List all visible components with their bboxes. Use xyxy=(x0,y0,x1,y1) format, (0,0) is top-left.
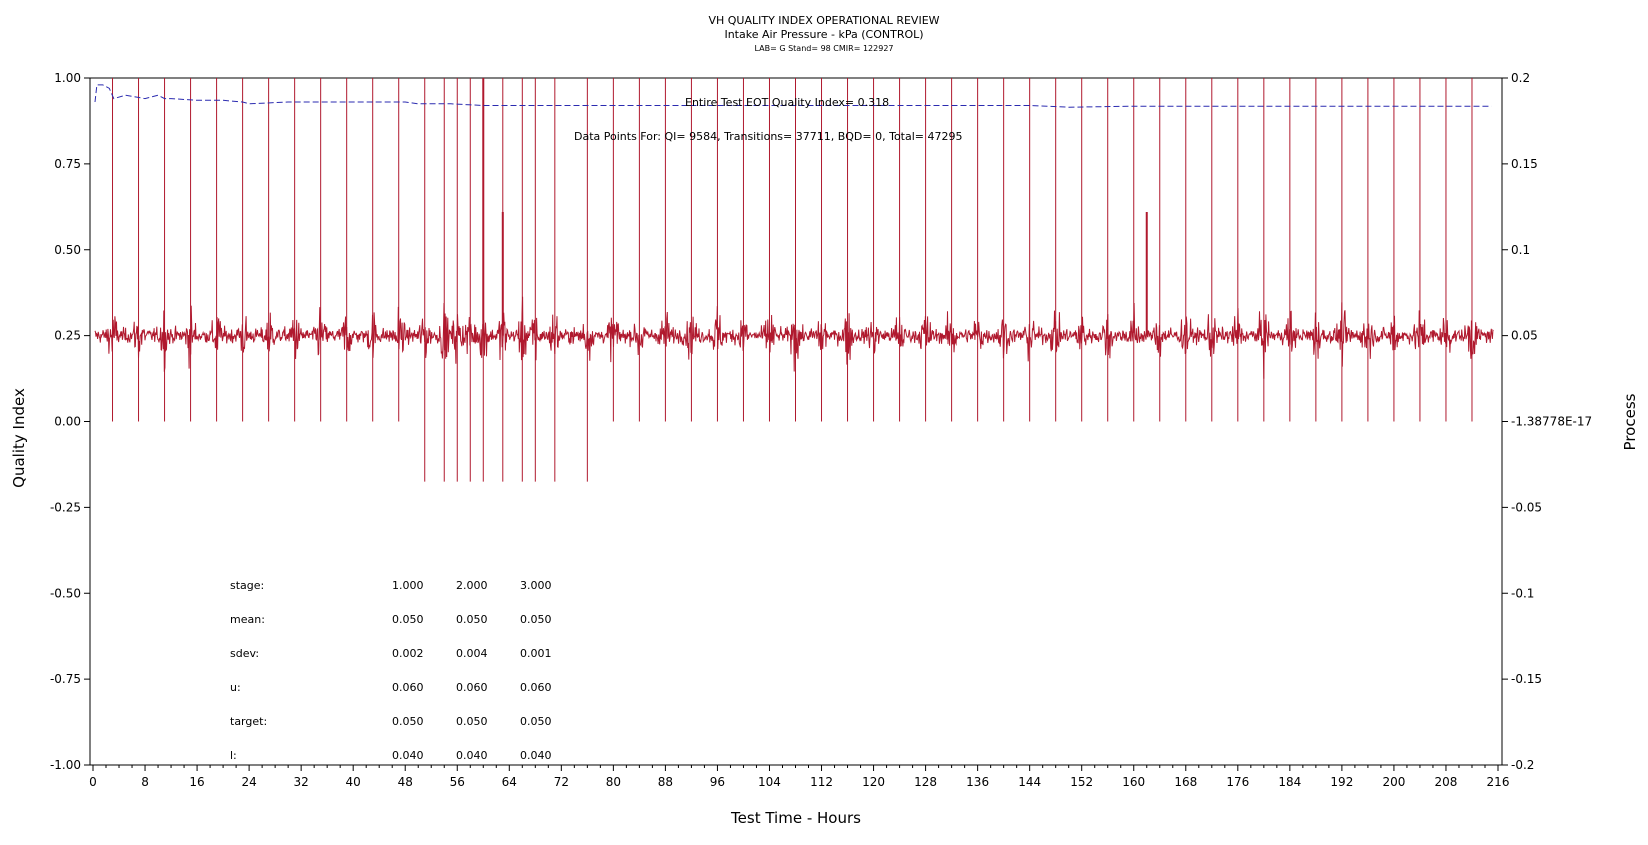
stats-cell: 0.050 xyxy=(392,613,424,626)
x-tick-label: 112 xyxy=(810,775,833,789)
x-tick-label: 24 xyxy=(241,775,256,789)
stats-cell: 2.000 xyxy=(456,579,488,592)
y2-tick-label: 0.2 xyxy=(1511,71,1530,85)
stats-cell: 0.050 xyxy=(456,715,488,728)
y2-tick-label: -0.15 xyxy=(1511,672,1542,686)
y-tick-label: -0.75 xyxy=(50,672,81,686)
x-tick-label: 72 xyxy=(554,775,569,789)
y2-tick-label: -0.1 xyxy=(1511,586,1534,600)
stats-table: stage: 1.000 2.000 3.000 mean: 0.050 0.050 0.05… xyxy=(230,579,552,762)
y2-tick-label: 0.1 xyxy=(1511,243,1530,257)
y-axis-label: Quality Index xyxy=(10,388,28,488)
x-tick-label: 184 xyxy=(1278,775,1301,789)
x-tick-label: 192 xyxy=(1330,775,1353,789)
stats-cell: 0.002 xyxy=(392,647,424,660)
x-tick-label: 152 xyxy=(1070,775,1093,789)
chart-subtitle: Intake Air Pressure - kPa (CONTROL) xyxy=(724,28,923,41)
x-axis-label: Test Time - Hours xyxy=(730,809,861,827)
y-tick-label: 0.00 xyxy=(54,415,81,429)
y2-axis-label: Process xyxy=(1621,393,1639,450)
x-tick-label: 200 xyxy=(1382,775,1405,789)
y-tick-label: -1.00 xyxy=(50,758,81,772)
y-tick-label: -0.50 xyxy=(50,586,81,600)
stats-row-label: u: xyxy=(230,681,241,694)
x-tick-label: 160 xyxy=(1122,775,1145,789)
y-tick-label: 0.50 xyxy=(54,243,81,257)
stats-row-label: target: xyxy=(230,715,267,728)
stats-row-label: sdev: xyxy=(230,647,259,660)
x-tick-label: 104 xyxy=(758,775,781,789)
stats-cell: 0.001 xyxy=(520,647,552,660)
x-tick-label: 80 xyxy=(606,775,621,789)
x-tick-label: 128 xyxy=(914,775,937,789)
x-tick-label: 176 xyxy=(1226,775,1249,789)
x-tick-label: 136 xyxy=(966,775,989,789)
x-tick-label: 144 xyxy=(1018,775,1041,789)
x-tick-label: 96 xyxy=(710,775,725,789)
y-tick-label: 0.25 xyxy=(54,329,81,343)
x-tick-label: 8 xyxy=(141,775,149,789)
stats-cell: 1.000 xyxy=(392,579,424,592)
data-layer xyxy=(94,78,1494,482)
x-tick-label: 168 xyxy=(1174,775,1197,789)
stats-cell: 0.040 xyxy=(456,749,488,762)
x-tick-label: 56 xyxy=(450,775,465,789)
x-tick-label: 216 xyxy=(1487,775,1510,789)
process-series-line xyxy=(94,296,1494,379)
y2-tick-label: -0.2 xyxy=(1511,758,1534,772)
stats-cell: 0.004 xyxy=(456,647,488,660)
x-tick-label: 208 xyxy=(1435,775,1458,789)
stats-row-label: mean: xyxy=(230,613,265,626)
x-tick-label: 32 xyxy=(294,775,309,789)
stats-cell: 3.000 xyxy=(520,579,552,592)
chart-subtitle-2: LAB= G Stand= 98 CMIR= 122927 xyxy=(754,44,893,53)
y2-tick-label: -1.38778E-17 xyxy=(1511,415,1592,429)
y2-tick-label: 0.15 xyxy=(1511,157,1538,171)
x-tick-label: 40 xyxy=(346,775,361,789)
stats-cell: 0.060 xyxy=(392,681,424,694)
y2-tick-label: 0.05 xyxy=(1511,329,1538,343)
y-tick-label: 0.75 xyxy=(54,157,81,171)
axis-layer: 0 8 16 24 32 40 48 56 64 72 80 88 96 104 112 120 128 136 1… xyxy=(50,71,1592,789)
x-tick-label: 64 xyxy=(502,775,517,789)
x-tick-label: 48 xyxy=(398,775,413,789)
stats-row-label: l: xyxy=(230,749,237,762)
stats-cell: 0.050 xyxy=(520,613,552,626)
stats-cell: 0.060 xyxy=(520,681,552,694)
x-tick-label: 16 xyxy=(189,775,204,789)
points-annotation: Data Points For: QI= 9584, Transitions= … xyxy=(574,130,963,143)
stats-cell: 0.050 xyxy=(456,613,488,626)
quality-index-line xyxy=(94,84,1492,108)
stats-cell: 0.050 xyxy=(392,715,424,728)
stats-cell: 0.040 xyxy=(520,749,552,762)
y-tick-label: 1.00 xyxy=(54,71,81,85)
stats-row-label: stage: xyxy=(230,579,264,592)
x-tick-label: 88 xyxy=(658,775,673,789)
x-tick-label: 0 xyxy=(89,775,97,789)
stats-cell: 0.040 xyxy=(392,749,424,762)
y-tick-label: -0.25 xyxy=(50,500,81,514)
stats-cell: 0.060 xyxy=(456,681,488,694)
y2-tick-label: -0.05 xyxy=(1511,500,1542,514)
stats-cell: 0.050 xyxy=(520,715,552,728)
eot-annotation: Entire Test EOT Quality Index= 0.318 xyxy=(685,96,889,109)
chart-title: VH QUALITY INDEX OPERATIONAL REVIEW xyxy=(708,14,939,27)
x-tick-label: 120 xyxy=(862,775,885,789)
